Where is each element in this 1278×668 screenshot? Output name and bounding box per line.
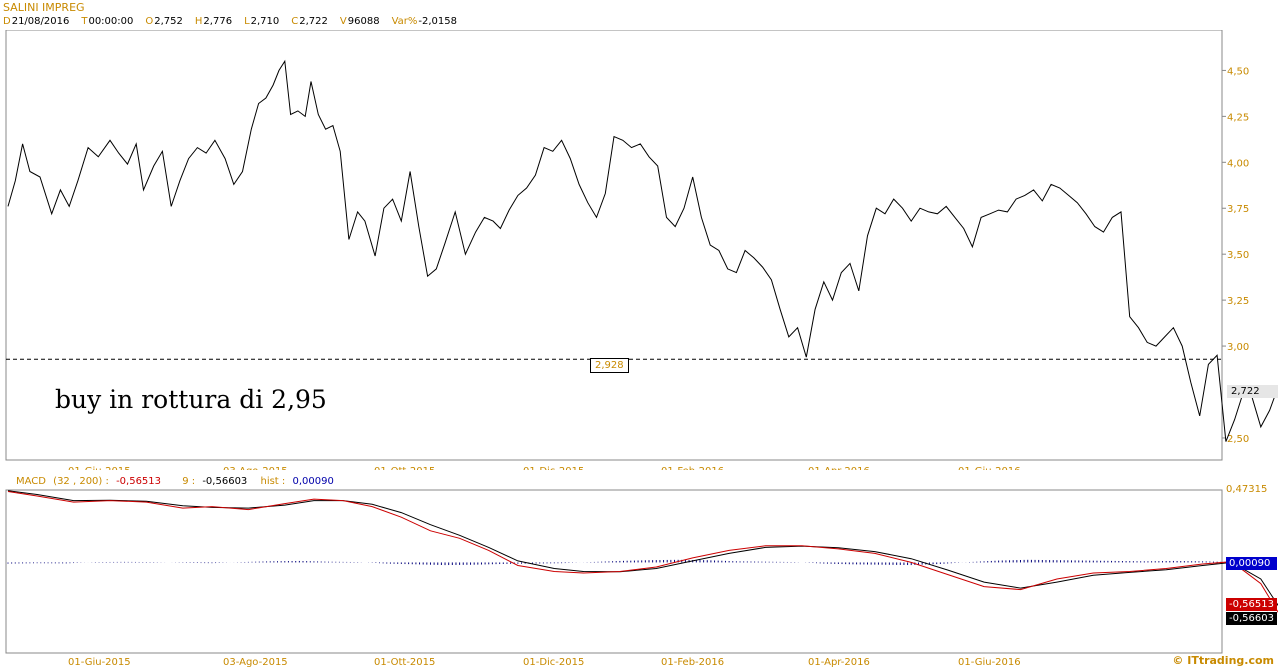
header-field-key: T — [81, 16, 88, 27]
header-field-value: 2,722 — [299, 16, 328, 27]
header-field-key: L — [244, 16, 250, 27]
macd-params: (32 , 200) : — [53, 476, 109, 487]
ohlc-header: D21/08/2016 T00:00:00 O2,752 H2,776 L2,710 C2… — [3, 16, 469, 27]
y-tick-label: 3,75 — [1227, 204, 1249, 215]
header-field-key: D — [3, 16, 11, 27]
y-tick-label: 3,50 — [1227, 250, 1249, 261]
header-field-key: V — [339, 16, 347, 27]
signal-value: -0,56603 — [202, 476, 248, 487]
level-label: 2,928 — [590, 358, 629, 373]
macd-value: -0,56513 — [116, 476, 162, 487]
header-field: Var%-2,0158 — [392, 16, 463, 27]
macd-value-tag: -0,56513 — [1226, 598, 1277, 611]
header-field-value: 00:00:00 — [88, 16, 134, 27]
price-chart[interactable]: 4,50 4,25 4,00 3,75 3,50 3,25 3,00 2,50 01-Giu-2… — [0, 30, 1278, 470]
header-field-value: 2,776 — [203, 16, 233, 27]
macd-x-tick-label: 01-Apr-2016 — [808, 657, 870, 668]
signal-label: 9 : — [182, 476, 196, 487]
y-tick-label: 4,00 — [1227, 158, 1249, 169]
header-field: L2,710 — [244, 16, 285, 27]
header-field-key: Var% — [391, 16, 418, 27]
header-field-value: 96088 — [347, 16, 380, 27]
header-field: H2,776 — [195, 16, 238, 27]
macd-x-tick-label: 01-Giu-2015 — [68, 657, 131, 668]
hist-value: 0,00090 — [292, 476, 334, 487]
x-tick-label: 03-Ago-2015 — [223, 466, 288, 470]
x-tick-label: 01-Apr-2016 — [808, 466, 870, 470]
y-tick-label: 3,25 — [1227, 296, 1249, 307]
last-price-tag: 2,722 — [1227, 385, 1278, 398]
price-line — [7, 59, 1278, 442]
header-field-key: H — [194, 16, 203, 27]
macd-plot-frame — [5, 489, 1223, 654]
header-field-key: O — [145, 16, 154, 27]
macd-chart[interactable]: 01-Giu-2015 03-Ago-2015 01-Ott-2015 01-Dic-… — [0, 488, 1278, 668]
header-field-value: -2,0158 — [418, 16, 457, 27]
x-tick-label: 01-Dic-2015 — [523, 466, 584, 470]
x-tick-label: 01-Giu-2016 — [958, 466, 1021, 470]
x-tick-label: 01-Ott-2015 — [374, 466, 435, 470]
header-field-value: 21/08/2016 — [11, 16, 70, 27]
header-field: O2,752 — [145, 16, 189, 27]
macd-x-tick-label: 01-Ott-2015 — [374, 657, 435, 668]
macd-hist-tag: 0,00090 — [1226, 557, 1277, 570]
x-tick-label: 01-Feb-2016 — [661, 466, 724, 470]
macd-line — [7, 491, 1278, 613]
macd-top-tag: 0,47315 — [1226, 484, 1268, 495]
header-field-key: C — [291, 16, 299, 27]
y-tick-label: 2,50 — [1227, 434, 1249, 445]
macd-x-tick-label: 01-Giu-2016 — [958, 657, 1021, 668]
macd-x-tick-label: 01-Feb-2016 — [661, 657, 724, 668]
header-field: C2,722 — [291, 16, 334, 27]
y-tick-label: 4,50 — [1227, 66, 1249, 77]
signal-line — [7, 490, 1278, 607]
macd-legend: MACD (32 , 200) : -0,56513 9 : -0,56603 … — [16, 476, 338, 487]
header-field: T00:00:00 — [81, 16, 139, 27]
macd-name: MACD — [16, 476, 46, 487]
hist-label: hist : — [260, 476, 286, 487]
price-plot-frame — [5, 30, 1223, 461]
macd-x-tick-label: 01-Dic-2015 — [523, 657, 584, 668]
header-field-value: 2,710 — [250, 16, 280, 27]
trade-note: buy in rottura di 2,95 — [55, 385, 327, 414]
header-field: D21/08/2016 — [3, 16, 75, 27]
y-tick-label: 4,25 — [1227, 112, 1249, 123]
header-field-value: 2,752 — [154, 16, 183, 27]
y-tick-label: 3,00 — [1227, 342, 1249, 353]
header-field: V96088 — [340, 16, 386, 27]
macd-signal-tag: -0,56603 — [1226, 612, 1277, 625]
watermark: © ITtrading.com — [1172, 654, 1274, 667]
instrument-title: SALINI IMPREG — [3, 1, 85, 14]
x-tick-label: 01-Giu-2015 — [68, 466, 131, 470]
macd-x-tick-label: 03-Ago-2015 — [223, 657, 288, 668]
